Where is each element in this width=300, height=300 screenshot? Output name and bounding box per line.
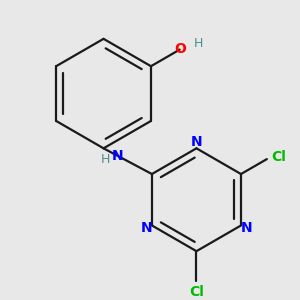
Text: H: H (193, 37, 203, 50)
Text: Cl: Cl (271, 150, 286, 164)
Text: N: N (240, 221, 252, 236)
Text: N: N (190, 135, 202, 149)
Text: Cl: Cl (189, 285, 204, 299)
Text: H: H (101, 153, 110, 166)
Text: N: N (112, 149, 124, 163)
Text: N: N (141, 221, 153, 236)
Text: O: O (174, 42, 186, 56)
